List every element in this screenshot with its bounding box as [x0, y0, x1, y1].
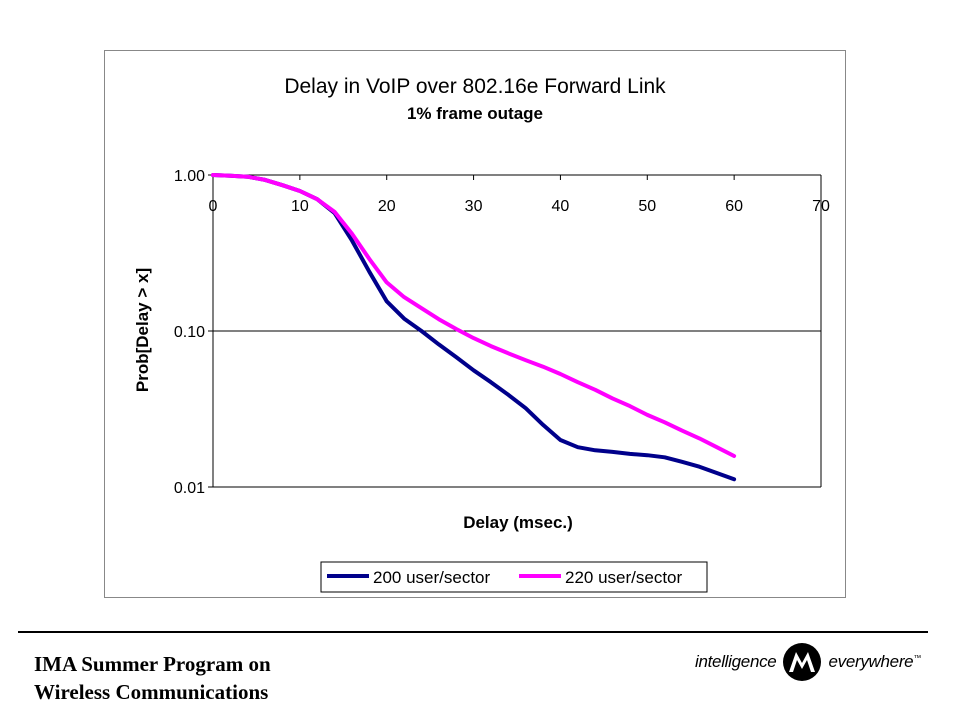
chart-title: Delay in VoIP over 802.16e Forward Link [284, 75, 666, 98]
footer-title: IMA Summer Program on Wireless Communica… [34, 650, 271, 706]
legend-label-220: 220 user/sector [565, 568, 683, 587]
plot-area: 1.00 0.10 0.01 0 10 20 30 40 50 60 70 [174, 168, 830, 497]
x-tick-label: 10 [291, 198, 309, 215]
x-tick-label: 0 [209, 198, 218, 215]
brand-word-right: everywhere™ [828, 652, 921, 672]
x-tick-label: 40 [552, 198, 570, 215]
brand-tagline: intelligence everywhere™ [695, 640, 921, 684]
x-axis-label: Delay (msec.) [463, 513, 573, 532]
y-tick-label: 0.01 [174, 480, 205, 497]
legend: 200 user/sector 220 user/sector [320, 561, 708, 593]
trademark-mark: ™ [913, 653, 922, 663]
legend-label-200: 200 user/sector [373, 568, 491, 587]
brand-word-right-text: everywhere [828, 652, 914, 671]
footer-divider [18, 631, 928, 633]
chart-subtitle: 1% frame outage [407, 104, 543, 123]
x-tick-label: 20 [378, 198, 396, 215]
y-tick-label: 0.10 [174, 324, 205, 341]
series-line-1 [211, 173, 737, 458]
x-tick-label: 30 [465, 198, 483, 215]
motorola-logo-icon [783, 643, 822, 681]
x-tick-label: 50 [638, 198, 656, 215]
legend-box [320, 561, 708, 593]
x-tick-label: 70 [812, 198, 830, 215]
y-axis-label: Prob[Delay > x] [133, 268, 152, 392]
x-tick-label: 60 [725, 198, 743, 215]
footer-line-1: IMA Summer Program on [34, 652, 271, 676]
chart-frame: Delay in VoIP over 802.16e Forward Link … [104, 50, 846, 598]
brand-word-left: intelligence [695, 652, 777, 671]
y-tick-label: 1.00 [174, 168, 205, 185]
series-line-0 [211, 173, 737, 482]
footer-line-2: Wireless Communications [34, 680, 269, 704]
delay-chart: Delay in VoIP over 802.16e Forward Link … [133, 75, 830, 593]
